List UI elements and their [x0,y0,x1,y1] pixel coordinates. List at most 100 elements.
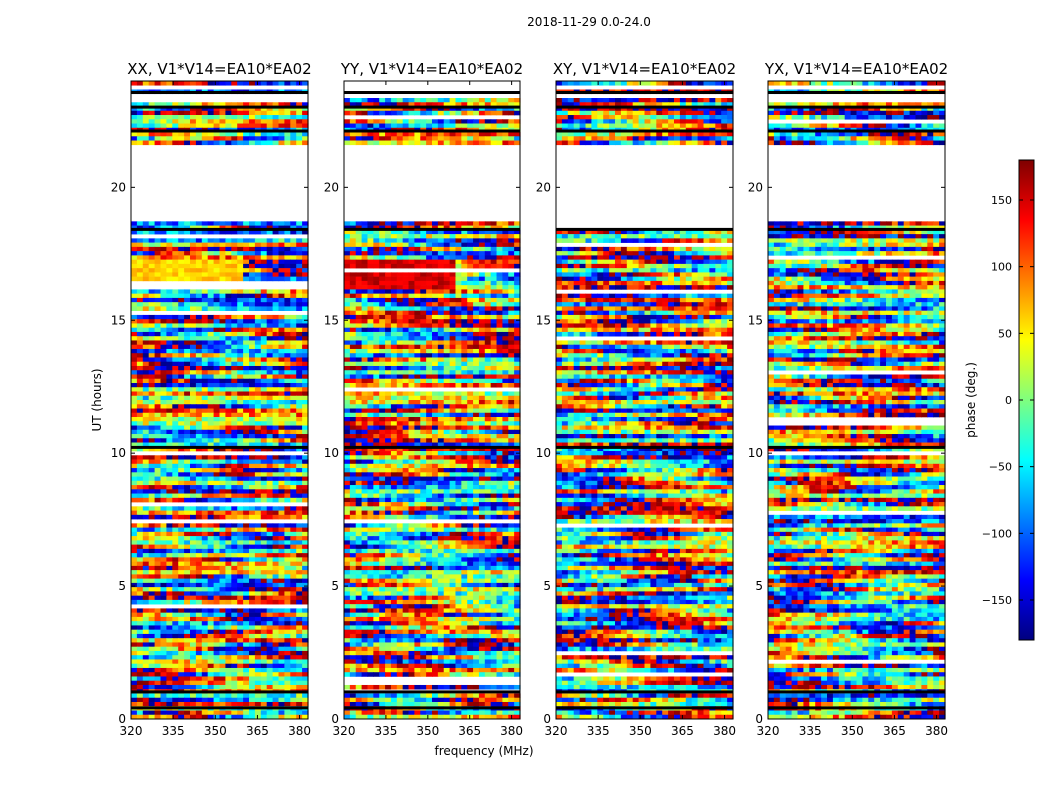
phase-cell [284,255,291,260]
phase-cell [249,638,256,643]
phase-cell [166,489,173,494]
phase-cell [373,110,380,116]
phase-cell [154,578,162,584]
phase-cell [426,306,433,311]
phase-cell [136,633,144,639]
phase-cell [484,302,492,307]
phase-cell [213,106,221,112]
phase-cell [467,123,474,129]
phase-cell [278,646,285,652]
phase-cell [131,480,138,486]
phase-cell [408,272,415,277]
phase-cell [136,608,144,613]
phase-cell [272,710,280,716]
phase-cell [160,391,167,397]
phase-cell [296,646,303,652]
phase-cell [344,331,351,337]
phase-cell [237,676,244,682]
phase-cell [379,289,386,294]
phase-cell [367,238,374,243]
phase-cell [131,391,138,397]
phase-cell [243,442,250,448]
phase-cell [426,344,433,350]
phase-cell [349,310,357,316]
phase-cell [302,395,309,401]
phase-cell [201,327,209,333]
phase-cell [190,608,197,613]
phase-cell [249,531,256,537]
phase-cell [225,561,232,567]
phase-cell [426,102,433,107]
phase-cell [473,119,480,124]
phase-cell [219,561,226,567]
phase-cell [154,480,162,486]
phase-cell [184,676,191,682]
phase-cell [225,655,232,660]
phase-cell [136,480,144,486]
phase-cell [402,302,410,307]
phase-cell [296,140,303,146]
phase-cell [290,302,297,307]
phase-cell [172,400,179,405]
phase-cell [219,476,226,482]
phase-cell [225,429,232,435]
phase-cell [166,408,173,414]
phase-cell [449,229,457,235]
phase-cell [172,110,179,116]
phase-cell [254,650,262,656]
phase-cell [136,489,144,494]
phase-cell [420,123,427,129]
phase-cell [284,357,291,363]
phase-cell [172,442,179,448]
phase-cell [272,425,280,431]
phase-cell [249,251,256,256]
phase-cell [178,667,185,673]
phase-cell [290,527,297,533]
phase-cell [284,506,291,511]
phase-cell [178,468,185,473]
phase-cell [508,276,515,282]
phase-cell [272,412,280,418]
phase-cell [190,365,197,371]
phase-cell [432,357,439,363]
phase-cell [243,225,250,231]
phase-cell [278,225,285,231]
phase-cell [302,697,309,703]
phase-cell [296,225,303,231]
phase-cell [379,140,386,146]
phase-cell [278,348,285,354]
phase-cell [437,361,445,367]
phase-cell [296,293,303,299]
phase-cell [136,540,144,545]
phase-cell [184,425,191,431]
phase-cell [166,459,173,465]
phase-cell [131,225,138,231]
phase-cell [385,327,392,333]
phase-cell [154,268,162,273]
phase-cell [231,616,238,622]
phase-cell [260,472,268,477]
phase-cell [414,331,421,337]
phase-cell [178,540,185,545]
phase-cell [272,667,280,673]
phase-cell [367,132,374,137]
phase-cell [390,98,398,103]
phase-cell [272,650,280,656]
phase-cell [266,565,274,571]
phase-cell [502,238,509,243]
phase-cell [243,353,250,358]
phase-cell [355,297,363,303]
phase-cell [266,314,274,320]
phase-cell [219,242,226,248]
phase-cell [373,225,380,231]
phase-cell [266,472,274,477]
phase-cell [207,629,215,635]
phase-cell [225,659,232,664]
phase-cell [154,616,162,622]
phase-cell [490,106,498,112]
phase-cell [237,612,244,618]
phase-cell [432,280,439,286]
phase-cell [461,365,468,371]
phase-cell [302,476,309,482]
phase-cell [231,132,238,137]
